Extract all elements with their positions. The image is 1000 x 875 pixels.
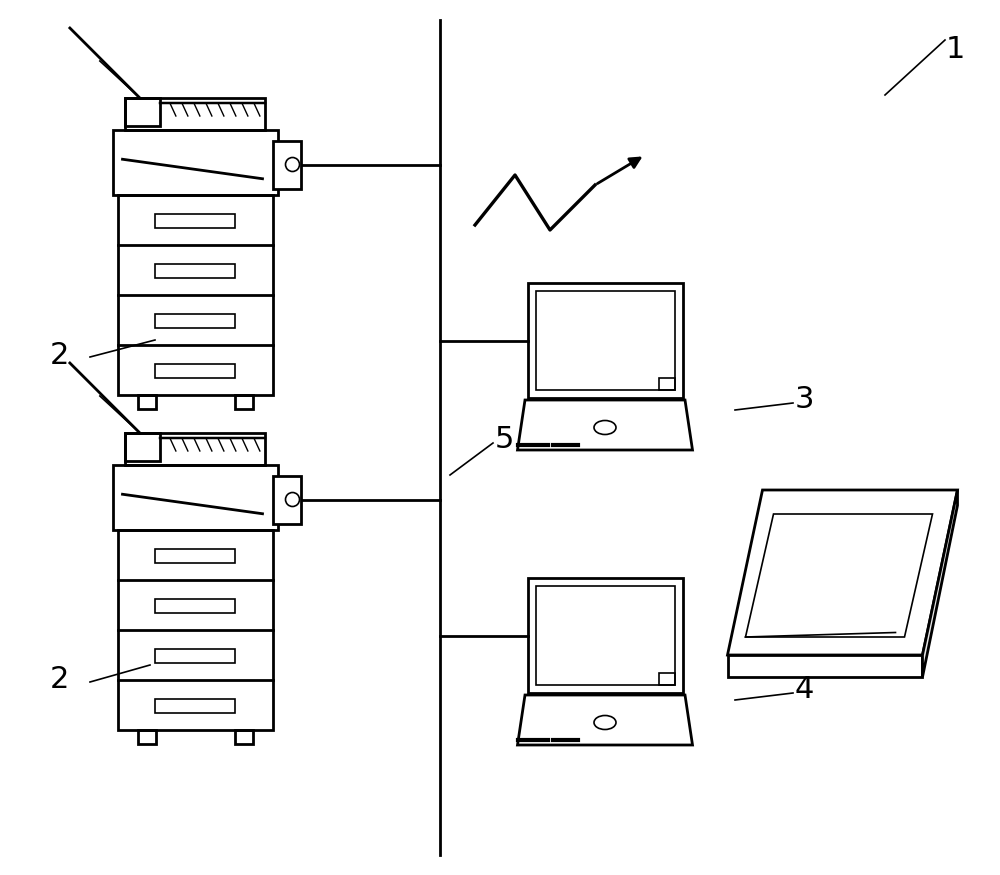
Bar <box>125 98 160 126</box>
Text: 5: 5 <box>495 425 514 454</box>
Bar <box>272 141 300 188</box>
Bar <box>118 195 272 395</box>
Polygon shape <box>728 490 957 655</box>
Bar <box>155 698 235 712</box>
Bar <box>138 730 156 744</box>
Bar <box>528 283 682 398</box>
Text: 4: 4 <box>795 676 814 704</box>
Bar <box>118 530 272 730</box>
Bar <box>235 395 253 409</box>
Text: 1: 1 <box>946 35 965 64</box>
Bar <box>272 475 300 523</box>
Bar <box>155 363 235 377</box>
Bar <box>155 648 235 662</box>
Bar <box>155 263 235 277</box>
Text: 2: 2 <box>50 340 69 369</box>
Text: 2: 2 <box>50 666 69 695</box>
Bar <box>113 130 278 195</box>
Bar <box>536 291 674 390</box>
Bar <box>155 313 235 327</box>
Bar <box>658 673 674 685</box>
Bar <box>155 214 235 228</box>
Bar <box>125 98 265 130</box>
Bar <box>155 549 235 563</box>
Bar <box>113 465 278 530</box>
Polygon shape <box>728 655 922 677</box>
Bar <box>155 598 235 612</box>
Polygon shape <box>922 490 957 677</box>
Bar <box>235 730 253 744</box>
Bar <box>658 378 674 390</box>
Bar <box>125 433 160 461</box>
Bar <box>528 578 682 693</box>
Bar <box>125 433 265 465</box>
Bar <box>138 395 156 409</box>
Bar <box>536 586 674 685</box>
Text: 3: 3 <box>795 386 814 415</box>
